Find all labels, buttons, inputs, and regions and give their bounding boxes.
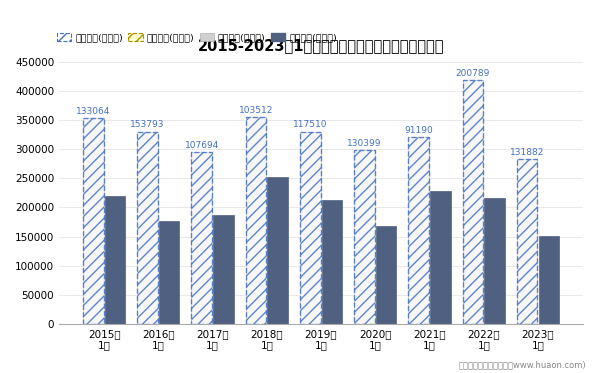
Bar <box>354 150 375 324</box>
Bar <box>159 222 179 324</box>
Text: 130399: 130399 <box>347 139 382 148</box>
Text: 131882: 131882 <box>510 148 544 157</box>
Bar <box>408 138 429 324</box>
Text: 91190: 91190 <box>404 126 433 135</box>
Bar <box>191 152 212 324</box>
Bar <box>137 132 158 324</box>
FancyBboxPatch shape <box>300 132 321 324</box>
Bar <box>105 196 125 324</box>
Bar <box>83 118 103 324</box>
FancyBboxPatch shape <box>83 118 103 324</box>
Text: 制图：华经产业研究院（www.huaon.com): 制图：华经产业研究院（www.huaon.com) <box>459 360 586 369</box>
FancyBboxPatch shape <box>463 80 483 324</box>
Text: 103512: 103512 <box>239 106 273 115</box>
Bar <box>517 159 538 324</box>
FancyBboxPatch shape <box>408 138 429 324</box>
Bar <box>300 132 321 324</box>
FancyBboxPatch shape <box>517 159 538 324</box>
Text: 200789: 200789 <box>456 69 490 78</box>
Text: 117510: 117510 <box>293 120 328 129</box>
Bar <box>376 226 396 324</box>
Bar <box>430 191 451 324</box>
FancyBboxPatch shape <box>191 152 212 324</box>
FancyBboxPatch shape <box>246 117 266 324</box>
Bar <box>213 215 234 324</box>
Title: 2015-2023年1月福建省外商投资企业进出口差额图: 2015-2023年1月福建省外商投资企业进出口差额图 <box>198 38 444 54</box>
Text: 133064: 133064 <box>76 107 111 116</box>
Bar <box>322 200 342 324</box>
Text: 107694: 107694 <box>185 141 219 150</box>
FancyBboxPatch shape <box>354 150 375 324</box>
FancyBboxPatch shape <box>137 132 158 324</box>
Text: 153793: 153793 <box>130 120 164 129</box>
Bar <box>484 198 505 324</box>
Bar <box>463 80 483 324</box>
Legend: 贸易顺差(万美元), 贸易逆差(万美元), 出口总额(万美元), 进口总额(万美元): 贸易顺差(万美元), 贸易逆差(万美元), 出口总额(万美元), 进口总额(万美… <box>53 30 341 46</box>
Bar <box>246 117 266 324</box>
Bar <box>267 177 288 324</box>
Bar <box>539 236 559 324</box>
